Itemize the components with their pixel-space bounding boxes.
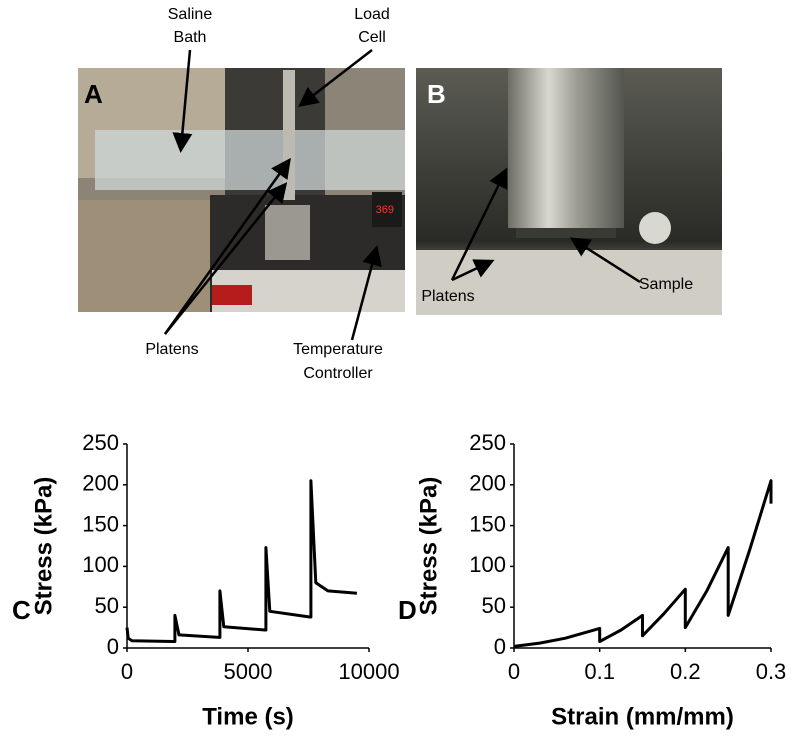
y-tick-label: 150: [82, 511, 119, 536]
y-tick-label: 0: [494, 634, 506, 659]
x-tick-label: 5000: [224, 659, 273, 684]
data-line: [125, 479, 358, 643]
annotation: Load: [354, 6, 390, 23]
annotation: Platens: [145, 341, 198, 358]
annotation: Saline: [168, 6, 213, 23]
y-axis-title: Stress (kPa): [30, 477, 57, 616]
annotation: Sample: [639, 276, 693, 293]
arrows: [163, 49, 641, 341]
x-tick-label: 0: [508, 659, 520, 684]
panel-label: A: [84, 79, 103, 109]
x-tick-label: 10000: [338, 659, 399, 684]
y-tick-label: 100: [469, 552, 506, 577]
photo-b: [416, 68, 722, 315]
panel-label: D: [398, 595, 417, 625]
x-tick-label: 0.1: [584, 659, 615, 684]
data-line: [513, 479, 773, 648]
y-tick-label: 200: [82, 471, 119, 496]
annotation: Temperature: [293, 341, 383, 358]
annotation: Controller: [303, 365, 373, 382]
y-axis-title: Stress (kPa): [415, 477, 442, 616]
y-tick-label: 200: [469, 471, 506, 496]
y-tick-label: 50: [482, 593, 506, 618]
y-tick-label: 0: [107, 634, 119, 659]
x-axis-title: Strain (mm/mm): [551, 703, 734, 730]
panel-label: C: [12, 595, 31, 625]
panel-label: B: [427, 79, 446, 109]
y-tick-label: 50: [95, 593, 119, 618]
y-tick-label: 100: [82, 552, 119, 577]
y-tick-label: 150: [469, 511, 506, 536]
x-tick-label: 0.3: [756, 659, 787, 684]
x-tick-label: 0: [121, 659, 133, 684]
annotation: Platens: [421, 288, 474, 305]
y-tick-label: 250: [82, 430, 119, 455]
y-tick-label: 250: [469, 430, 506, 455]
display-digits: 369: [376, 204, 394, 216]
photo-a: 369: [78, 68, 405, 312]
annotation: Bath: [174, 29, 207, 46]
annotation: Cell: [358, 29, 386, 46]
x-tick-label: 0.2: [670, 659, 701, 684]
x-axis-title: Time (s): [202, 703, 294, 730]
